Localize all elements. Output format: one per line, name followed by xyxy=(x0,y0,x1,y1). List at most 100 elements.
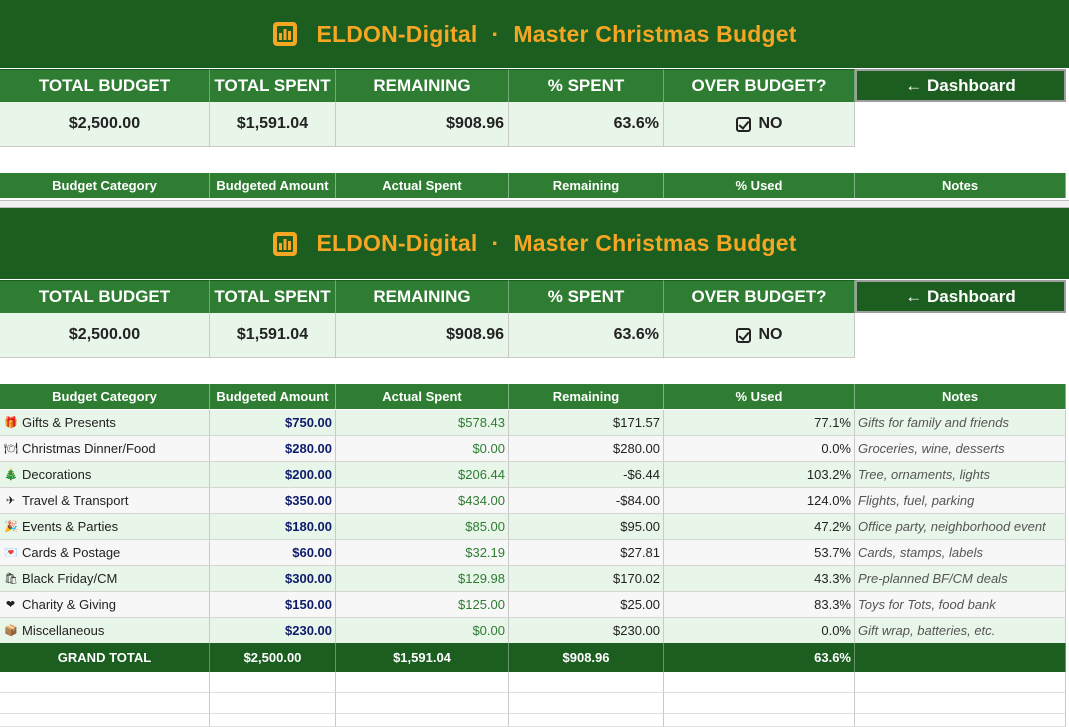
remaining-cell[interactable]: $280.00 xyxy=(509,436,664,462)
table-row: 🎉 Events & Parties $180.00 $85.00 $95.00 47.2… xyxy=(0,514,1069,540)
empty-cell[interactable] xyxy=(210,714,336,727)
grand-total-pct: 63.6% xyxy=(664,643,855,672)
actual-cell[interactable]: $206.44 xyxy=(336,462,509,488)
empty-cell[interactable] xyxy=(509,714,664,727)
notes-cell[interactable]: Pre-planned BF/CM deals xyxy=(855,566,1066,592)
remaining-cell[interactable]: $170.02 xyxy=(509,566,664,592)
pct-used-cell[interactable]: 83.3% xyxy=(664,592,855,618)
empty-cell[interactable] xyxy=(855,693,1066,714)
budgeted-cell[interactable]: $350.00 xyxy=(210,488,336,514)
actual-cell[interactable]: $32.19 xyxy=(336,540,509,566)
grand-total-remaining: $908.96 xyxy=(509,643,664,672)
empty-cell[interactable] xyxy=(855,714,1066,727)
pct-used-cell[interactable]: 77.1% xyxy=(664,410,855,436)
empty-row[interactable] xyxy=(0,714,1069,727)
category-cell[interactable]: 🛍 Black Friday/CM xyxy=(0,566,210,592)
actual-cell[interactable]: $125.00 xyxy=(336,592,509,618)
remaining-cell[interactable]: -$6.44 xyxy=(509,462,664,488)
notes-cell[interactable]: Gift wrap, batteries, etc. xyxy=(855,618,1066,644)
pct-used-cell[interactable]: 0.0% xyxy=(664,618,855,644)
empty-cell[interactable] xyxy=(855,672,1066,693)
table-row: 🍽 Christmas Dinner/Food $280.00 $0.00 $280.0… xyxy=(0,436,1069,462)
notes-cell[interactable]: Cards, stamps, labels xyxy=(855,540,1066,566)
table-row: ✈ Travel & Transport $350.00 $434.00 -$84.00… xyxy=(0,488,1069,514)
pct-used-cell[interactable]: 47.2% xyxy=(664,514,855,540)
empty-cell[interactable] xyxy=(336,714,509,727)
category-icon: 🎁 xyxy=(4,417,18,429)
notes-cell[interactable]: Gifts for family and friends xyxy=(855,410,1066,436)
budgeted-cell[interactable]: $150.00 xyxy=(210,592,336,618)
empty-cell[interactable] xyxy=(336,672,509,693)
category-cell[interactable]: 📦 Miscellaneous xyxy=(0,618,210,644)
budgeted-cell[interactable]: $300.00 xyxy=(210,566,336,592)
empty-cell[interactable] xyxy=(0,714,210,727)
col-header-remaining: Remaining xyxy=(509,173,664,198)
empty-cell[interactable] xyxy=(210,672,336,693)
col-header-notes: Notes xyxy=(855,173,1066,198)
remaining-cell[interactable]: $171.57 xyxy=(509,410,664,436)
notes-cell[interactable]: Office party, neighborhood event xyxy=(855,514,1066,540)
kpi-value-row-2: $2,500.00 $1,591.04 $908.96 63.6% NO xyxy=(0,313,1069,358)
actual-cell[interactable]: $434.00 xyxy=(336,488,509,514)
pct-used-cell[interactable]: 43.3% xyxy=(664,566,855,592)
remaining-cell[interactable]: $25.00 xyxy=(509,592,664,618)
category-cell[interactable]: ✈ Travel & Transport xyxy=(0,488,210,514)
remaining-cell[interactable]: -$84.00 xyxy=(509,488,664,514)
empty-cell[interactable] xyxy=(664,714,855,727)
remaining-cell[interactable]: $27.81 xyxy=(509,540,664,566)
empty-cell[interactable] xyxy=(210,693,336,714)
empty-cell[interactable] xyxy=(509,672,664,693)
empty-row[interactable] xyxy=(0,693,1069,714)
category-cell[interactable]: 🎄 Decorations xyxy=(0,462,210,488)
empty-cell[interactable] xyxy=(336,693,509,714)
category-label: Gifts & Presents xyxy=(22,415,116,430)
pct-spent-value: 63.6% xyxy=(509,102,664,147)
category-cell[interactable]: 💌 Cards & Postage xyxy=(0,540,210,566)
col-header-actual: Actual Spent xyxy=(336,384,509,409)
actual-cell[interactable]: $129.98 xyxy=(336,566,509,592)
budgeted-cell[interactable]: $230.00 xyxy=(210,618,336,644)
category-cell[interactable]: 🎁 Gifts & Presents xyxy=(0,410,210,436)
pct-used-cell[interactable]: 124.0% xyxy=(664,488,855,514)
col-header-remaining: Remaining xyxy=(509,384,664,409)
notes-cell[interactable]: Flights, fuel, parking xyxy=(855,488,1066,514)
notes-cell[interactable]: Tree, ornaments, lights xyxy=(855,462,1066,488)
remaining-cell[interactable]: $230.00 xyxy=(509,618,664,644)
remaining-value: $908.96 xyxy=(336,313,509,358)
remaining-cell[interactable]: $95.00 xyxy=(509,514,664,540)
pct-used-cell[interactable]: 103.2% xyxy=(664,462,855,488)
pct-used-cell[interactable]: 53.7% xyxy=(664,540,855,566)
category-cell[interactable]: 🎉 Events & Parties xyxy=(0,514,210,540)
empty-cell[interactable] xyxy=(664,672,855,693)
budgeted-cell[interactable]: $280.00 xyxy=(210,436,336,462)
dashboard-button[interactable]: ← Dashboard xyxy=(855,69,1066,102)
empty-cell[interactable] xyxy=(509,693,664,714)
pct-used-cell[interactable]: 0.0% xyxy=(664,436,855,462)
dashboard-button[interactable]: ← Dashboard xyxy=(855,280,1066,313)
category-cell[interactable]: 🍽 Christmas Dinner/Food xyxy=(0,436,210,462)
empty-cell[interactable] xyxy=(0,672,210,693)
actual-cell[interactable]: $0.00 xyxy=(336,618,509,644)
actual-cell[interactable]: $85.00 xyxy=(336,514,509,540)
category-label: Events & Parties xyxy=(22,519,119,534)
actual-cell[interactable]: $0.00 xyxy=(336,436,509,462)
col-header-notes: Notes xyxy=(855,384,1066,409)
notes-cell[interactable]: Groceries, wine, desserts xyxy=(855,436,1066,462)
budgeted-cell[interactable]: $200.00 xyxy=(210,462,336,488)
kpi-header-pct-spent: % SPENT xyxy=(509,280,664,313)
empty-cell[interactable] xyxy=(664,693,855,714)
over-budget-value: NO xyxy=(758,115,783,132)
budgeted-cell[interactable]: $180.00 xyxy=(210,514,336,540)
column-header-row-2: Budget Category Budgeted Amount Actual S… xyxy=(0,384,1069,409)
empty-row[interactable] xyxy=(0,672,1069,693)
category-label: Travel & Transport xyxy=(22,493,129,508)
category-cell[interactable]: ❤ Charity & Giving xyxy=(0,592,210,618)
freeze-divider[interactable] xyxy=(0,200,1069,208)
grand-total-notes xyxy=(855,643,1066,672)
budgeted-cell[interactable]: $750.00 xyxy=(210,410,336,436)
empty-cell[interactable] xyxy=(0,693,210,714)
notes-cell[interactable]: Toys for Tots, food bank xyxy=(855,592,1066,618)
checkbox-icon xyxy=(735,116,751,132)
budgeted-cell[interactable]: $60.00 xyxy=(210,540,336,566)
actual-cell[interactable]: $578.43 xyxy=(336,410,509,436)
